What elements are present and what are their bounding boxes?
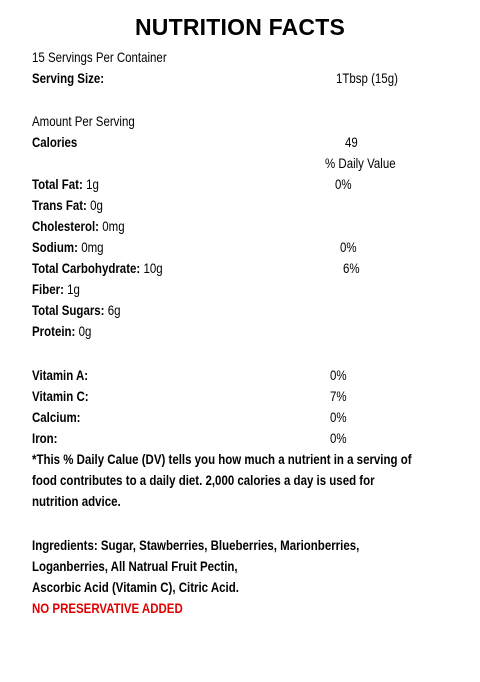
nutrient-row: Protein: 0g [32,322,91,340]
nutrient-row: Total Sugars: 6g [32,301,121,319]
nutrient-label: Total Fat: [32,176,83,192]
daily-value-header: % Daily Value [325,155,396,171]
nutrient-label: Fiber: [32,281,64,297]
calories-label: Calories [32,134,78,150]
nutrient-label: Sodium: [32,239,78,255]
amount-per-serving: Amount Per Serving [32,113,135,129]
servings-per-container: 15 Servings Per Container [32,49,167,65]
nutrient-row: Fiber: 1g [32,280,80,298]
nutrient-label: Protein: [32,323,76,339]
nutrient-row: Total Carbohydrate: 10g [32,259,163,277]
nutrient-dv: 0% [340,239,357,255]
ingredients-line: Loganberries, All Natrual Fruit Pectin, [32,558,238,574]
vitamin-label: Vitamin A: [32,367,89,383]
nutrient-label: Total Sugars: [32,302,105,318]
footnote-line: food contributes to a daily diet. 2,000 … [32,472,375,488]
vitamin-label: Vitamin C: [32,388,89,404]
nutrient-row: Sodium: 0mg [32,238,104,256]
vitamin-dv: 0% [330,409,347,425]
vitamin-dv: 0% [330,367,347,383]
vitamin-label: Calcium: [32,409,81,425]
nutrient-amount: 10g [143,260,163,276]
nutrient-label: Cholesterol: [32,218,99,234]
nutrient-amount: 0g [78,323,92,339]
title: NUTRITION FACTS [135,14,345,40]
nutrient-amount: 6g [107,302,121,318]
footnote-line: *This % Daily Calue (DV) tells you how m… [32,451,412,467]
notice: NO PRESERVATIVE ADDED [32,600,183,616]
serving-size-value: 1Tbsp (15g) [336,70,398,86]
nutrient-dv: 6% [343,260,360,276]
nutrient-label: Trans Fat: [32,197,87,213]
nutrient-row: Total Fat: 1g [32,175,99,193]
footnote-line: nutrition advice. [32,493,121,509]
serving-size-label: Serving Size: [32,70,105,86]
nutrient-row: Trans Fat: 0g [32,196,103,214]
vitamin-dv: 0% [330,430,347,446]
nutrient-amount: 0mg [81,239,104,255]
ingredients-line: Ascorbic Acid (Vitamin C), Citric Acid. [32,579,239,595]
nutrient-dv: 0% [335,176,352,192]
nutrient-row: Cholesterol: 0mg [32,217,125,235]
calories-value: 49 [345,134,358,150]
nutrient-amount: 1g [67,281,80,297]
nutrient-amount: 0mg [102,218,125,234]
nutrient-label: Total Carbohydrate: [32,260,141,276]
vitamin-label: Iron: [32,430,58,446]
ingredients-line: Ingredients: Sugar, Stawberries, Blueber… [32,537,360,553]
vitamin-dv: 7% [330,388,347,404]
nutrient-amount: 0g [90,197,103,213]
nutrient-amount: 1g [86,176,99,192]
